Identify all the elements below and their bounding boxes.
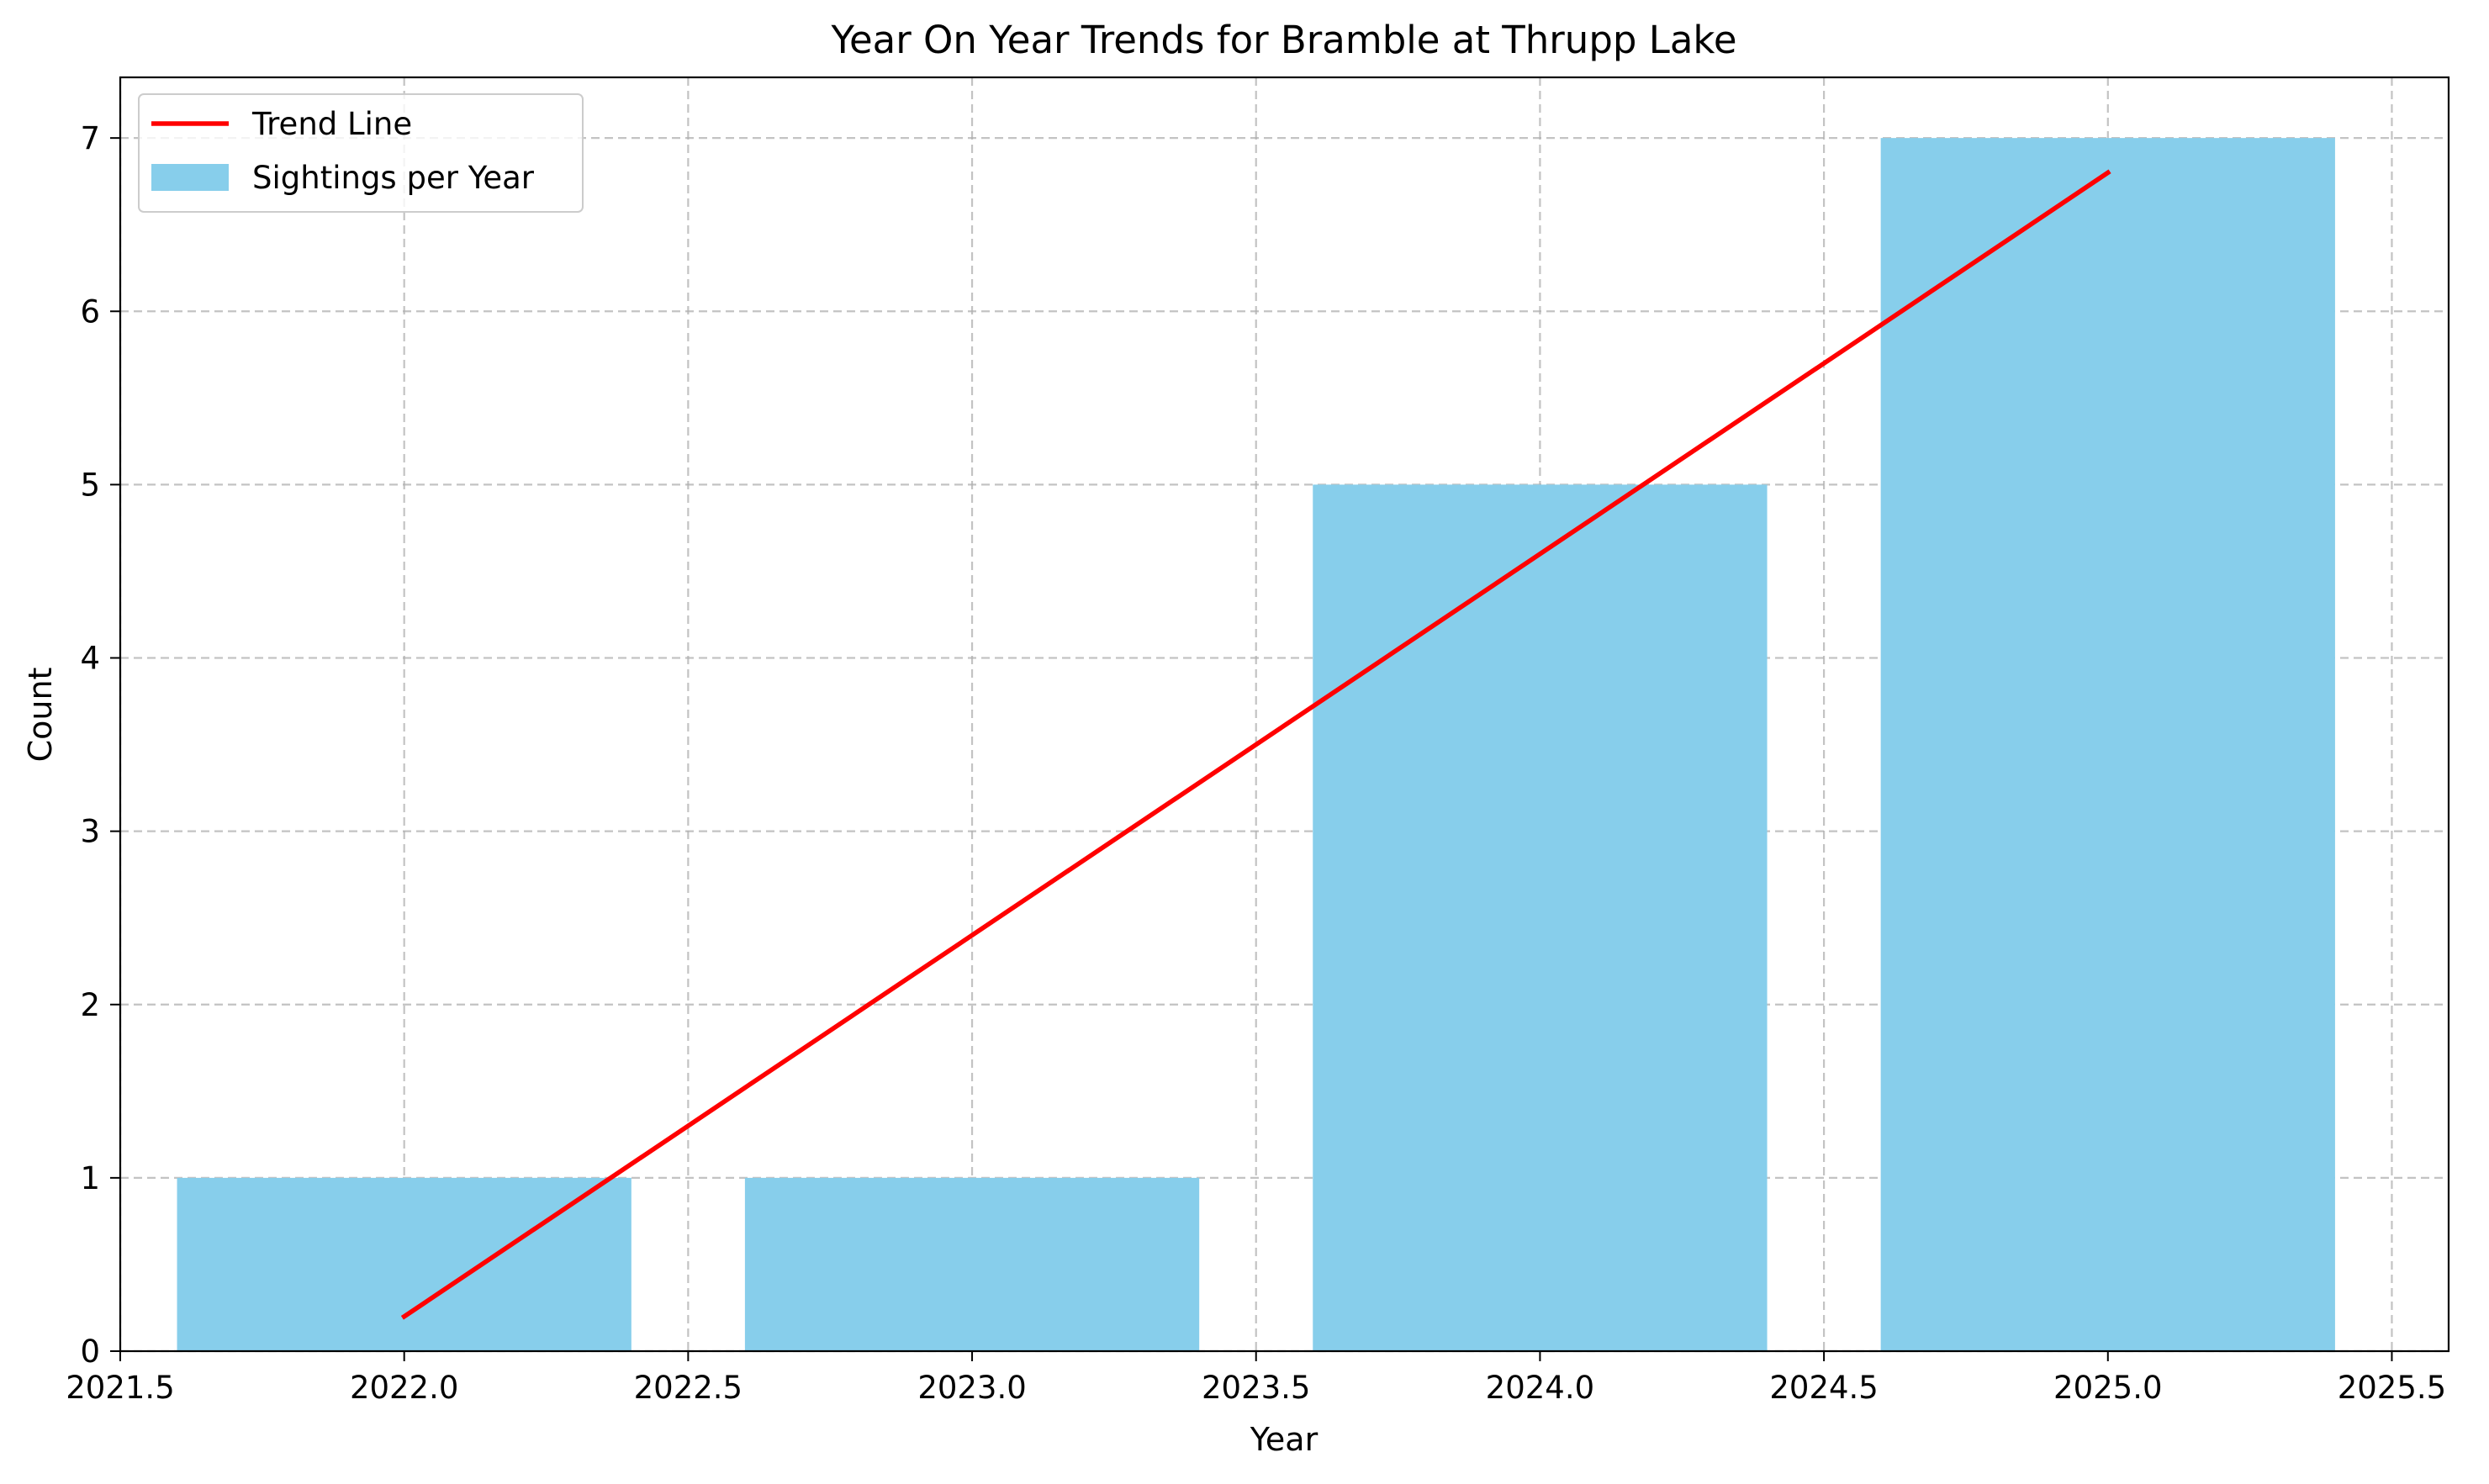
x-tick-label: 2025.0	[2053, 1370, 2162, 1406]
legend: Trend Line Sightings per Year	[138, 93, 584, 213]
y-tick-label: 7	[80, 120, 100, 156]
y-tick-label: 1	[80, 1160, 100, 1196]
bar-2024	[1313, 484, 1768, 1352]
y-tick-label: 6	[80, 293, 100, 330]
x-tick-label: 2024.5	[1769, 1370, 1878, 1406]
y-tick-label: 4	[80, 641, 100, 677]
legend-trend-line-label: Trend Line	[251, 106, 412, 142]
x-tick-label: 2024.0	[1486, 1370, 1594, 1406]
trend-line-series	[400, 169, 2111, 1320]
x-tick-label: 2022.0	[350, 1370, 458, 1406]
bar-2025	[1880, 138, 2335, 1352]
x-tick-label: 2023.0	[917, 1370, 1026, 1406]
x-tick-label: 2021.5	[66, 1370, 174, 1406]
chart-title: Year On Year Trends for Bramble at Thrup…	[830, 18, 1736, 62]
x-tick-label: 2022.5	[634, 1370, 742, 1406]
bar-series	[177, 138, 2335, 1352]
trend-line	[400, 169, 2111, 1320]
bar-2023	[744, 1177, 1200, 1351]
y-tick-label: 3	[80, 814, 100, 850]
bar-2022	[177, 1177, 631, 1351]
plot-frame	[119, 76, 2450, 1353]
legend-bar-swatch	[151, 164, 229, 191]
x-axis-label: Year	[1250, 1421, 1318, 1458]
x-axis-ticks: 2021.5 2022.0 2022.5 2023.0 2023.5 2024.0 2024…	[66, 1351, 2446, 1406]
y-axis-label: Count	[22, 668, 59, 763]
y-tick-label: 5	[80, 467, 100, 503]
x-tick-label: 2025.5	[2338, 1370, 2446, 1406]
legend-frame	[138, 93, 584, 213]
y-tick-label: 2	[80, 987, 100, 1023]
y-tick-label: 0	[80, 1333, 100, 1370]
y-axis-ticks: 0 1 2 3 4 5 6 7	[80, 120, 120, 1370]
x-tick-label: 2023.5	[1202, 1370, 1310, 1406]
legend-bar-label: Sightings per Year	[252, 160, 535, 196]
